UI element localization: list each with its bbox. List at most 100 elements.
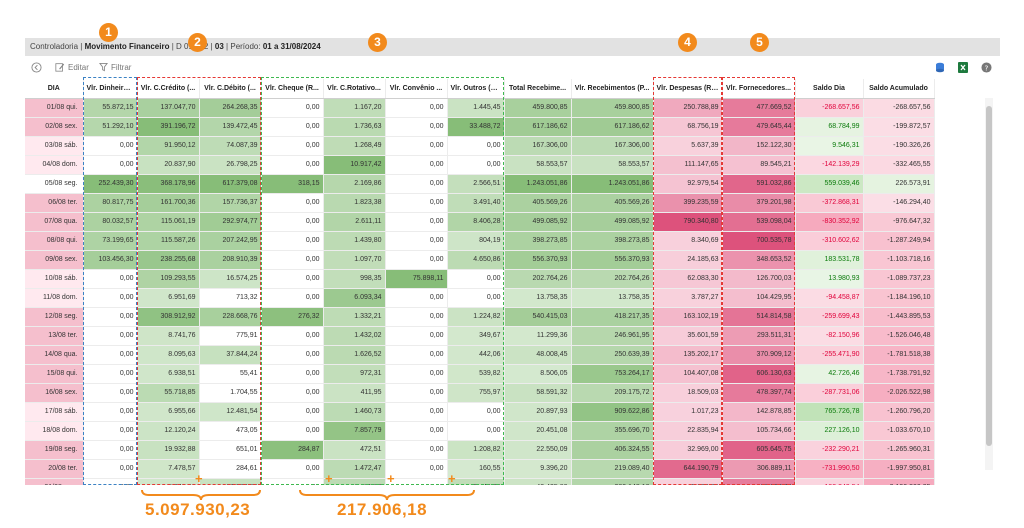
cell-dinheiro[interactable]: 55.872,15 bbox=[83, 98, 138, 118]
cell-recebimentos-p[interactable]: 405.569,26 bbox=[571, 193, 654, 213]
cell-convenio[interactable]: 0,00 bbox=[385, 459, 448, 479]
table-row[interactable]: 19/08 seg. 0,00 19.932,88 651,01 284,87 472,5… bbox=[25, 440, 935, 460]
table-row[interactable]: 12/08 seg. 0,00 308.912,92 228.668,76 276,32… bbox=[25, 307, 935, 327]
cell-convenio[interactable]: 0,00 bbox=[385, 421, 448, 441]
cell-convenio[interactable]: 0,00 bbox=[385, 136, 448, 156]
cell-convenio[interactable]: 0,00 bbox=[385, 307, 448, 327]
table-row[interactable]: 10/08 sáb. 0,00 109.293,55 16.574,25 0,00 998… bbox=[25, 269, 935, 289]
cell-fornecedores[interactable]: 105.734,66 bbox=[722, 421, 796, 441]
cell-fornecedores[interactable]: 467.267,72 bbox=[722, 478, 796, 485]
cell-despesas[interactable]: 18.509,03 bbox=[653, 383, 723, 403]
cell-c-credito[interactable]: 20.837,90 bbox=[137, 155, 200, 175]
vertical-scrollbar[interactable] bbox=[985, 98, 993, 470]
cell-dinheiro[interactable]: 80.032,57 bbox=[83, 212, 138, 232]
cell-saldo-acumulado[interactable]: -199.872,57 bbox=[863, 117, 935, 137]
table-row[interactable]: 16/08 sex. 0,00 55.718,85 1.704,55 0,00 411,9… bbox=[25, 383, 935, 403]
cell-saldo-acumulado[interactable]: -190.326,26 bbox=[863, 136, 935, 156]
cell-convenio[interactable]: 0,00 bbox=[385, 231, 448, 251]
cell-outros[interactable]: 8.406,28 bbox=[447, 212, 505, 232]
cell-dia[interactable]: 05/08 seg. bbox=[25, 174, 84, 194]
cell-cheque[interactable]: 0,00 bbox=[261, 117, 324, 137]
cell-saldo-acumulado[interactable]: -1.443.895,53 bbox=[863, 307, 935, 327]
cell-c-debito[interactable]: 26.798,25 bbox=[199, 155, 262, 175]
cell-c-debito[interactable]: 473,05 bbox=[199, 421, 262, 441]
cell-saldo-dia[interactable]: 9.546,31 bbox=[795, 136, 864, 156]
cell-c-rotativo[interactable]: 1.268,49 bbox=[323, 136, 386, 156]
cell-fornecedores[interactable]: 591.032,86 bbox=[722, 174, 796, 194]
cell-despesas[interactable]: 24.185,63 bbox=[653, 250, 723, 270]
cell-c-rotativo[interactable]: 1.332,21 bbox=[323, 307, 386, 327]
table-row[interactable]: 13/08 ter. 0,00 8.741,76 775,91 0,00 1.432,02… bbox=[25, 326, 935, 346]
cell-saldo-dia[interactable]: 559.039,46 bbox=[795, 174, 864, 194]
column-header-c-rotativo[interactable]: Vlr. C.Rotativo... bbox=[323, 79, 386, 99]
cell-c-rotativo[interactable]: 1.626,52 bbox=[323, 345, 386, 365]
cell-dia[interactable]: 20/08 ter. bbox=[25, 459, 84, 479]
table-row[interactable]: 17/08 sáb. 0,00 6.955,66 12.481,54 0,00 1.460… bbox=[25, 402, 935, 422]
cell-c-credito[interactable]: 6.938,51 bbox=[137, 364, 200, 384]
cell-total-recebimentos[interactable]: 202.764,26 bbox=[504, 269, 572, 289]
cell-saldo-dia[interactable]: -287.731,06 bbox=[795, 383, 864, 403]
cell-c-rotativo[interactable]: 1.439,80 bbox=[323, 231, 386, 251]
cell-fornecedores[interactable]: 152.122,30 bbox=[722, 136, 796, 156]
cell-outros[interactable]: 1.445,45 bbox=[447, 98, 505, 118]
cell-fornecedores[interactable]: 539.098,04 bbox=[722, 212, 796, 232]
cell-dia[interactable]: 15/08 qui. bbox=[25, 364, 84, 384]
cell-cheque[interactable]: 0,00 bbox=[261, 136, 324, 156]
cell-saldo-acumulado[interactable]: -976.647,32 bbox=[863, 212, 935, 232]
cell-despesas[interactable]: 135.202,17 bbox=[653, 345, 723, 365]
cell-outros[interactable]: 0,00 bbox=[447, 155, 505, 175]
cell-total-recebimentos[interactable]: 8.506,05 bbox=[504, 364, 572, 384]
cell-c-rotativo[interactable]: 1.472,47 bbox=[323, 459, 386, 479]
cell-c-credito[interactable]: 115.587,26 bbox=[137, 231, 200, 251]
cell-total-recebimentos[interactable]: 540.415,03 bbox=[504, 307, 572, 327]
cell-convenio[interactable]: 0,00 bbox=[385, 383, 448, 403]
cell-dinheiro[interactable]: 0,00 bbox=[83, 459, 138, 479]
cell-outros[interactable]: 1.224,82 bbox=[447, 307, 505, 327]
cell-dinheiro[interactable]: 0,00 bbox=[83, 288, 138, 308]
cell-dia[interactable]: 04/08 dom. bbox=[25, 155, 84, 175]
cell-saldo-acumulado[interactable]: -1.260.796,20 bbox=[863, 402, 935, 422]
cell-c-rotativo[interactable]: 1.097,70 bbox=[323, 250, 386, 270]
cell-total-recebimentos[interactable]: 20.451,08 bbox=[504, 421, 572, 441]
cell-convenio[interactable]: 0,00 bbox=[385, 98, 448, 118]
cell-cheque[interactable]: 0,00 bbox=[261, 326, 324, 346]
cell-cheque[interactable]: 0,00 bbox=[261, 345, 324, 365]
cell-fornecedores[interactable]: 89.545,21 bbox=[722, 155, 796, 175]
cell-outros[interactable]: 0,00 bbox=[447, 402, 505, 422]
cell-saldo-acumulado[interactable]: 226.573,91 bbox=[863, 174, 935, 194]
cell-c-debito[interactable]: 651,01 bbox=[199, 440, 262, 460]
cell-saldo-dia[interactable]: -830.352,92 bbox=[795, 212, 864, 232]
cell-cheque[interactable]: 318,15 bbox=[261, 174, 324, 194]
cell-c-debito[interactable]: 12.481,54 bbox=[199, 402, 262, 422]
cell-c-debito[interactable]: 55,41 bbox=[199, 364, 262, 384]
cell-c-debito[interactable]: 1.704,55 bbox=[199, 383, 262, 403]
cell-dinheiro[interactable]: 0,00 bbox=[83, 478, 138, 485]
export-db-button[interactable] bbox=[935, 62, 945, 73]
cell-saldo-dia[interactable]: 183.531,78 bbox=[795, 250, 864, 270]
cell-saldo-acumulado[interactable]: -1.781.518,38 bbox=[863, 345, 935, 365]
cell-cheque[interactable]: 0,00 bbox=[261, 269, 324, 289]
cell-dia[interactable]: 03/08 sáb. bbox=[25, 136, 84, 156]
cell-despesas[interactable]: 104.407,08 bbox=[653, 364, 723, 384]
table-row[interactable]: 11/08 dom. 0,00 6.951,69 713,32 0,00 6.093,34… bbox=[25, 288, 935, 308]
cell-dinheiro[interactable]: 80.817,75 bbox=[83, 193, 138, 213]
export-excel-button[interactable] bbox=[958, 62, 968, 73]
cell-dinheiro[interactable]: 0,00 bbox=[83, 307, 138, 327]
cell-saldo-acumulado[interactable]: -2.026.522,98 bbox=[863, 383, 935, 403]
table-row[interactable]: 07/08 qua. 80.032,57 115.061,19 292.974,77 0… bbox=[25, 212, 935, 232]
cell-dia[interactable]: 21/08 qua. bbox=[25, 478, 84, 485]
column-header-despesas[interactable]: Vlr. Despesas (Real) bbox=[653, 79, 723, 99]
cell-cheque[interactable]: 0,00 bbox=[261, 98, 324, 118]
table-row[interactable]: 04/08 dom. 0,00 20.837,90 26.798,25 0,00 10.9… bbox=[25, 155, 935, 175]
cell-outros[interactable]: 4.650,86 bbox=[447, 250, 505, 270]
cell-fornecedores[interactable]: 370.909,12 bbox=[722, 345, 796, 365]
cell-convenio[interactable]: 0,00 bbox=[385, 250, 448, 270]
cell-outros[interactable]: 0,00 bbox=[447, 421, 505, 441]
scrollbar-thumb[interactable] bbox=[986, 106, 992, 446]
table-row[interactable]: 21/08 qua.0,005.947,0031.570,590,001.471… bbox=[25, 478, 935, 485]
cell-despesas[interactable]: 22.835,94 bbox=[653, 421, 723, 441]
cell-outros[interactable]: 0,00 bbox=[447, 288, 505, 308]
cell-outros[interactable]: 0,00 bbox=[447, 269, 505, 289]
column-header-convenio[interactable]: Vlr. Convênio ... bbox=[385, 79, 448, 99]
cell-fornecedores[interactable]: 478.397,74 bbox=[722, 383, 796, 403]
